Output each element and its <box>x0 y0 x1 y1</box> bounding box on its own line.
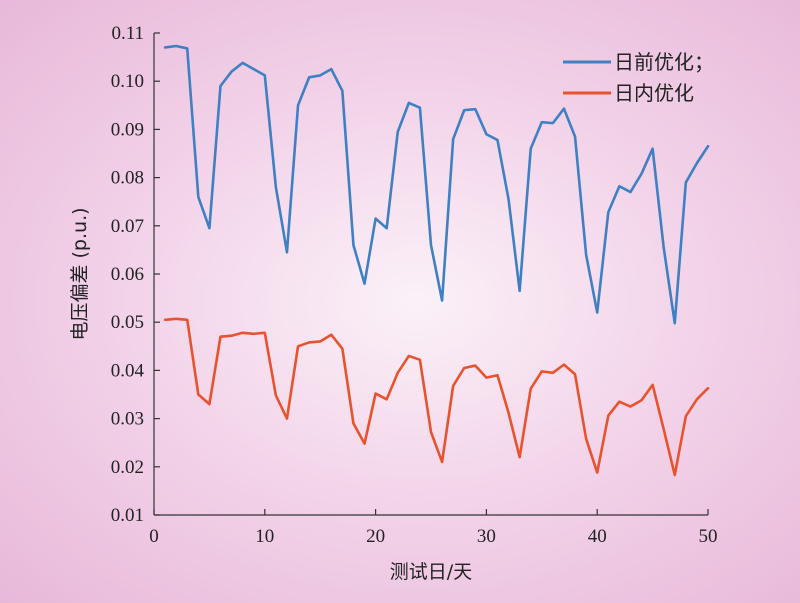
y-tick-label: 0.01 <box>111 505 144 526</box>
x-tick-label: 40 <box>588 526 607 547</box>
legend-label-day-ahead: 日前优化； <box>614 50 714 74</box>
x-axis-title: 测试日/天 <box>390 561 472 583</box>
y-axis-title: 电压偏差 (p.u.) <box>69 207 91 340</box>
y-tick-label: 0.04 <box>111 360 145 381</box>
y-tick-label: 0.02 <box>111 457 144 478</box>
y-tick-label: 0.07 <box>111 216 144 237</box>
series-line-intraday <box>163 317 710 477</box>
x-tick-label: 30 <box>477 526 496 547</box>
x-tick-label: 20 <box>366 526 385 547</box>
series-line-day-ahead <box>163 44 710 325</box>
y-tick-label: 0.11 <box>111 23 144 44</box>
x-tick-label: 0 <box>149 526 159 547</box>
y-ticks: 0.01 0.02 0.03 0.04 0.05 0.06 0.07 0.08 0.09 0.10… <box>111 23 160 526</box>
legend-label-intraday: 日内优化 <box>614 81 694 105</box>
x-tick-label: 50 <box>699 526 718 547</box>
y-tick-label: 0.10 <box>111 71 144 92</box>
x-tick-label: 10 <box>255 526 274 547</box>
legend: 日前优化； 日内优化 <box>563 50 714 105</box>
series-layer <box>163 44 710 477</box>
y-tick-label: 0.09 <box>111 119 144 140</box>
axes <box>153 33 708 516</box>
y-tick-label: 0.05 <box>111 312 144 333</box>
y-tick-label: 0.08 <box>111 168 144 189</box>
y-tick-label: 0.06 <box>111 264 144 285</box>
x-ticks: 0 10 20 30 40 50 <box>149 509 718 547</box>
y-tick-label: 0.03 <box>111 409 144 430</box>
